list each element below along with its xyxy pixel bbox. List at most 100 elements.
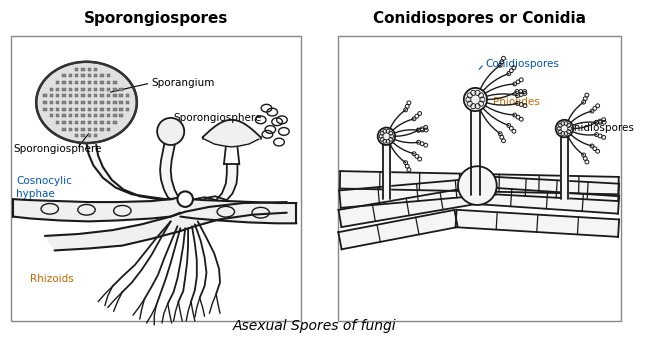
Bar [69, 88, 72, 90]
Bar [87, 101, 91, 104]
Bar [75, 134, 78, 137]
Bar [75, 128, 78, 130]
Bar [119, 101, 123, 104]
Bar [94, 134, 97, 137]
Bar [50, 94, 53, 97]
Bar [100, 94, 104, 97]
Bar [82, 121, 85, 124]
Bar [50, 88, 53, 90]
Bar [87, 134, 91, 137]
Circle shape [157, 118, 184, 145]
Bar [113, 108, 117, 111]
Bar [82, 114, 85, 117]
Bar [56, 81, 60, 84]
Bar [56, 108, 60, 111]
Bar [87, 108, 91, 111]
Bar [87, 68, 91, 71]
Bar [82, 81, 85, 84]
Polygon shape [339, 177, 496, 208]
Bar [69, 121, 72, 124]
Bar [107, 121, 110, 124]
Bar [94, 114, 97, 117]
Bar [82, 128, 85, 130]
Bar [82, 68, 85, 71]
Bar [75, 74, 78, 77]
Bar [94, 88, 97, 90]
Ellipse shape [36, 62, 137, 143]
Bar [87, 74, 91, 77]
Bar [113, 121, 117, 124]
Polygon shape [475, 187, 619, 214]
Bar [113, 101, 117, 104]
Bar [100, 101, 104, 104]
Bar [11, 35, 301, 321]
Bar [87, 81, 91, 84]
Bar [113, 81, 117, 84]
Polygon shape [561, 129, 568, 199]
Bar [50, 101, 53, 104]
Bar [56, 94, 60, 97]
Bar [100, 128, 104, 130]
Bar [75, 108, 78, 111]
Bar [100, 121, 104, 124]
Bar [94, 121, 97, 124]
Bar [62, 108, 65, 111]
Bar [107, 81, 110, 84]
Bar [94, 94, 97, 97]
Polygon shape [494, 177, 619, 201]
Polygon shape [338, 187, 477, 227]
Polygon shape [180, 199, 296, 223]
Bar [87, 128, 91, 130]
Bar [69, 74, 72, 77]
Text: Sporangium: Sporangium [152, 78, 214, 88]
Bar [100, 88, 104, 90]
Bar [82, 101, 85, 104]
Circle shape [464, 88, 487, 111]
Bar [94, 74, 97, 77]
Bar [94, 68, 97, 71]
Bar [62, 88, 65, 90]
Bar [62, 121, 65, 124]
Polygon shape [13, 197, 180, 221]
Bar [75, 94, 78, 97]
Bar [107, 108, 110, 111]
Bar [119, 94, 123, 97]
Bar [69, 81, 72, 84]
Text: Sporongiosphere: Sporongiosphere [174, 113, 262, 123]
Polygon shape [382, 137, 390, 199]
Text: Sporongiosphere: Sporongiosphere [13, 144, 101, 154]
Bar [62, 128, 65, 130]
Bar [69, 101, 72, 104]
Polygon shape [87, 143, 172, 199]
Bar [82, 74, 85, 77]
Bar [100, 81, 104, 84]
Circle shape [178, 191, 193, 207]
Bar [69, 94, 72, 97]
Polygon shape [160, 141, 180, 199]
Bar [126, 101, 129, 104]
Text: Conidiospores: Conidiospores [561, 122, 634, 133]
Bar [94, 108, 97, 111]
Bar [82, 88, 85, 90]
Bar [100, 108, 104, 111]
Bar [43, 108, 47, 111]
Circle shape [378, 128, 395, 145]
Bar [113, 88, 117, 90]
Bar [82, 134, 85, 137]
Bar [75, 88, 78, 90]
Bar [75, 114, 78, 117]
Text: Asexual Spores of fungi: Asexual Spores of fungi [233, 319, 397, 333]
Bar [56, 114, 60, 117]
Polygon shape [338, 210, 457, 249]
Bar [107, 94, 110, 97]
Text: Conidiospores or Conidia: Conidiospores or Conidia [373, 11, 586, 26]
Bar [100, 114, 104, 117]
Text: Phiolides: Phiolides [493, 97, 540, 108]
Bar [62, 81, 65, 84]
Bar [100, 74, 104, 77]
Bar [62, 74, 65, 77]
Bar [107, 101, 110, 104]
Bar [126, 108, 129, 111]
Bar [56, 121, 60, 124]
Bar [75, 101, 78, 104]
